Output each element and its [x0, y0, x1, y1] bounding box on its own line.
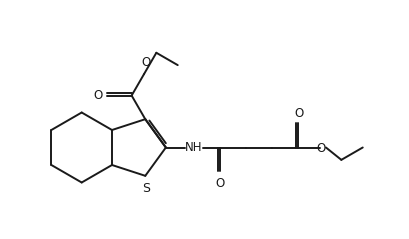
- Text: S: S: [142, 182, 150, 195]
- Text: O: O: [94, 89, 103, 102]
- Text: O: O: [316, 142, 326, 155]
- Text: NH: NH: [185, 141, 202, 154]
- Text: O: O: [215, 177, 225, 190]
- Text: O: O: [142, 56, 151, 69]
- Text: O: O: [294, 107, 303, 120]
